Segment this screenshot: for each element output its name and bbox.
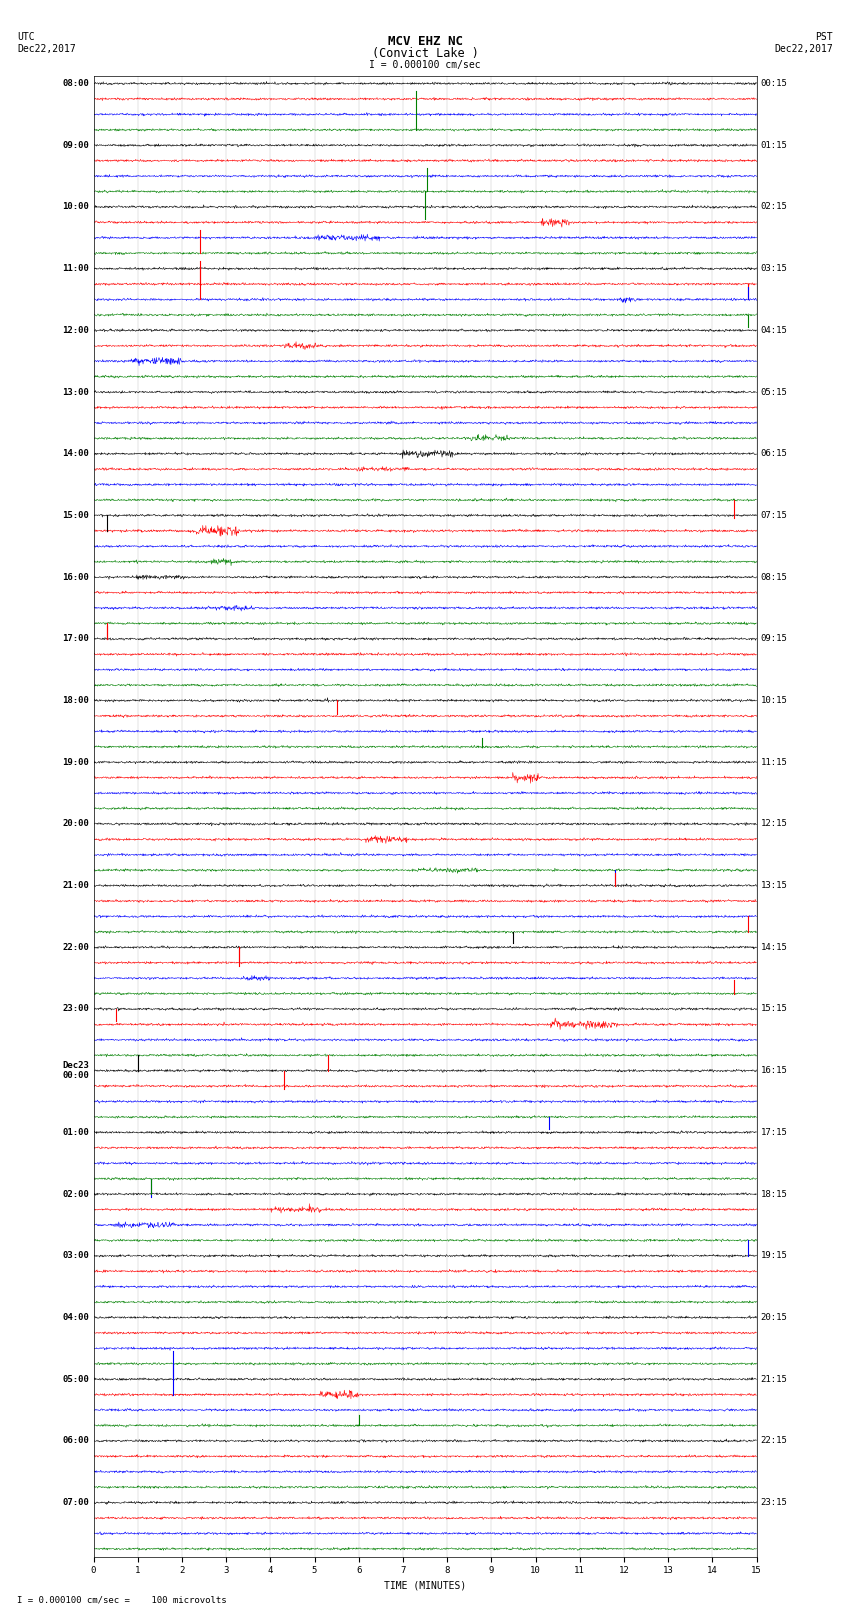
Text: 19:00: 19:00 xyxy=(62,758,89,766)
Text: 12:15: 12:15 xyxy=(761,819,788,829)
Text: 04:00: 04:00 xyxy=(62,1313,89,1323)
Text: 01:15: 01:15 xyxy=(761,140,788,150)
Text: 02:15: 02:15 xyxy=(761,202,788,211)
Text: 06:00: 06:00 xyxy=(62,1436,89,1445)
Text: 10:00: 10:00 xyxy=(62,202,89,211)
Text: 05:15: 05:15 xyxy=(761,387,788,397)
Text: Dec23
00:00: Dec23 00:00 xyxy=(62,1061,89,1081)
Text: 05:00: 05:00 xyxy=(62,1374,89,1384)
Text: 14:00: 14:00 xyxy=(62,448,89,458)
Text: 23:00: 23:00 xyxy=(62,1005,89,1013)
Text: 14:15: 14:15 xyxy=(761,942,788,952)
Text: 04:15: 04:15 xyxy=(761,326,788,336)
Text: 13:00: 13:00 xyxy=(62,387,89,397)
Text: 18:00: 18:00 xyxy=(62,695,89,705)
Text: 23:15: 23:15 xyxy=(761,1498,788,1507)
Text: 22:00: 22:00 xyxy=(62,942,89,952)
Text: 08:00: 08:00 xyxy=(62,79,89,89)
Text: 15:00: 15:00 xyxy=(62,511,89,519)
Text: (Convict Lake ): (Convict Lake ) xyxy=(371,47,479,60)
Text: Dec22,2017: Dec22,2017 xyxy=(774,44,833,53)
Text: 06:15: 06:15 xyxy=(761,448,788,458)
Text: 07:00: 07:00 xyxy=(62,1498,89,1507)
Text: 07:15: 07:15 xyxy=(761,511,788,519)
Text: I = 0.000100 cm/sec: I = 0.000100 cm/sec xyxy=(369,60,481,69)
Text: 01:00: 01:00 xyxy=(62,1127,89,1137)
Text: 20:15: 20:15 xyxy=(761,1313,788,1323)
Text: I = 0.000100 cm/sec =    100 microvolts: I = 0.000100 cm/sec = 100 microvolts xyxy=(17,1595,227,1605)
Text: 10:15: 10:15 xyxy=(761,695,788,705)
Text: UTC: UTC xyxy=(17,32,35,42)
Text: PST: PST xyxy=(815,32,833,42)
Text: 00:15: 00:15 xyxy=(761,79,788,89)
Text: MCV EHZ NC: MCV EHZ NC xyxy=(388,35,462,48)
Text: 13:15: 13:15 xyxy=(761,881,788,890)
Text: 11:15: 11:15 xyxy=(761,758,788,766)
Text: 20:00: 20:00 xyxy=(62,819,89,829)
Text: 15:15: 15:15 xyxy=(761,1005,788,1013)
Text: 17:15: 17:15 xyxy=(761,1127,788,1137)
Text: 12:00: 12:00 xyxy=(62,326,89,336)
Text: 22:15: 22:15 xyxy=(761,1436,788,1445)
Text: 03:15: 03:15 xyxy=(761,265,788,273)
Text: 09:00: 09:00 xyxy=(62,140,89,150)
X-axis label: TIME (MINUTES): TIME (MINUTES) xyxy=(384,1581,466,1590)
Text: 19:15: 19:15 xyxy=(761,1252,788,1260)
Text: Dec22,2017: Dec22,2017 xyxy=(17,44,76,53)
Text: 21:15: 21:15 xyxy=(761,1374,788,1384)
Text: 03:00: 03:00 xyxy=(62,1252,89,1260)
Text: 17:00: 17:00 xyxy=(62,634,89,644)
Text: 16:15: 16:15 xyxy=(761,1066,788,1076)
Text: 16:00: 16:00 xyxy=(62,573,89,582)
Text: 08:15: 08:15 xyxy=(761,573,788,582)
Text: 11:00: 11:00 xyxy=(62,265,89,273)
Text: 09:15: 09:15 xyxy=(761,634,788,644)
Text: 21:00: 21:00 xyxy=(62,881,89,890)
Text: 02:00: 02:00 xyxy=(62,1189,89,1198)
Text: 18:15: 18:15 xyxy=(761,1189,788,1198)
